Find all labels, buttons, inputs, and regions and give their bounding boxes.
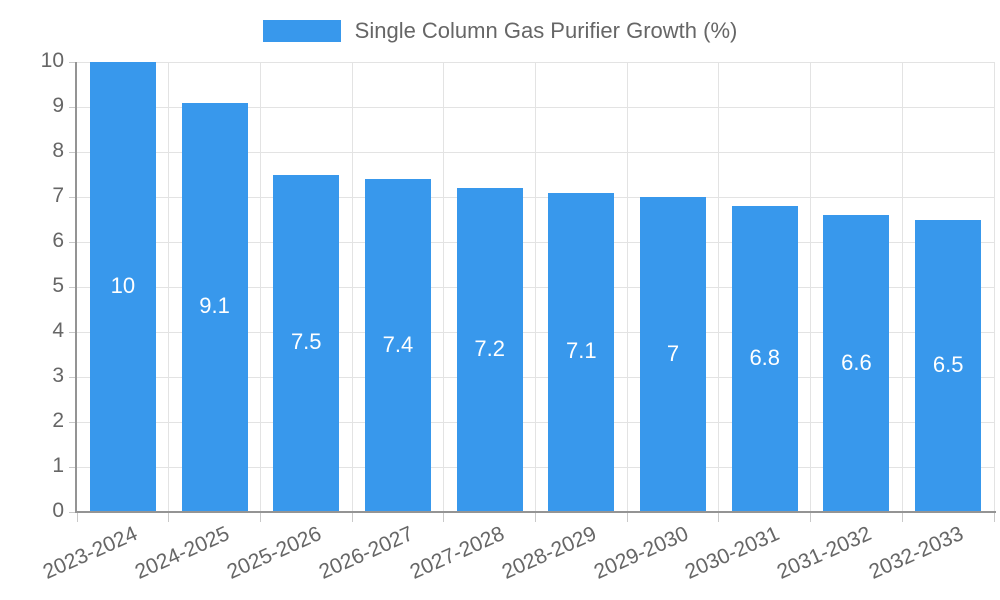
y-axis-tick-label: 8 bbox=[52, 139, 64, 162]
legend-swatch bbox=[262, 20, 341, 42]
gridline-vertical bbox=[810, 62, 812, 512]
gridline-vertical bbox=[443, 62, 445, 512]
bar bbox=[364, 179, 431, 512]
x-axis-tick-label: 2027-2028 bbox=[406, 522, 509, 584]
y-axis-tick-label: 7 bbox=[52, 184, 64, 207]
x-axis-tick bbox=[993, 512, 995, 522]
bar bbox=[456, 188, 523, 512]
y-axis-tick bbox=[69, 511, 77, 513]
y-axis-tick bbox=[69, 151, 77, 153]
x-axis-tick-label: 2026-2027 bbox=[315, 522, 417, 584]
x-axis-tick bbox=[76, 512, 78, 522]
bar bbox=[548, 192, 615, 512]
y-axis-tick-label: 4 bbox=[52, 319, 64, 342]
gridline-vertical bbox=[901, 62, 903, 512]
gridline-vertical bbox=[993, 62, 995, 512]
gridline-vertical bbox=[718, 62, 720, 512]
y-axis-tick bbox=[69, 241, 77, 243]
gridline-vertical bbox=[168, 62, 170, 512]
y-axis-tick bbox=[69, 421, 77, 423]
y-axis-tick bbox=[69, 376, 77, 378]
x-axis-tick-label: 2025-2026 bbox=[223, 522, 325, 584]
x-axis-tick-label: 2031-2032 bbox=[773, 522, 875, 584]
bar bbox=[273, 174, 340, 512]
x-axis-tick-label: 2024-2025 bbox=[131, 522, 233, 584]
y-axis-tick-label: 3 bbox=[52, 364, 64, 387]
bar bbox=[181, 102, 248, 512]
bar bbox=[823, 215, 890, 512]
bar bbox=[640, 197, 707, 512]
y-axis-tick-label: 0 bbox=[52, 499, 64, 522]
legend-label: Single Column Gas Purifier Growth (%) bbox=[354, 18, 738, 43]
y-axis-tick bbox=[69, 196, 77, 198]
y-axis-tick bbox=[69, 61, 77, 63]
y-axis-tick-label: 5 bbox=[52, 274, 64, 297]
y-axis-tick-label: 2 bbox=[52, 409, 64, 432]
x-axis-tick bbox=[901, 512, 903, 522]
y-axis-tick-label: 9 bbox=[52, 94, 64, 117]
y-axis-tick-label: 6 bbox=[52, 229, 64, 252]
legend: Single Column Gas Purifier Growth (%) bbox=[0, 18, 1000, 44]
y-axis-tick-label: 10 bbox=[40, 49, 64, 72]
x-axis-tick-label: 2032-2033 bbox=[865, 522, 967, 584]
x-axis-line bbox=[75, 511, 996, 513]
x-axis-tick bbox=[718, 512, 720, 522]
x-axis-tick-label: 2023-2024 bbox=[40, 522, 142, 584]
y-axis-tick bbox=[69, 286, 77, 288]
x-axis-tick bbox=[168, 512, 170, 522]
x-axis-tick bbox=[443, 512, 445, 522]
x-axis-tick-label: 2029-2030 bbox=[590, 522, 692, 584]
y-axis-tick bbox=[69, 466, 77, 468]
bar bbox=[915, 219, 982, 512]
y-axis-tick bbox=[69, 331, 77, 333]
bar bbox=[89, 62, 156, 512]
x-axis-tick-label: 2030-2031 bbox=[681, 522, 784, 584]
gridline-vertical bbox=[535, 62, 536, 512]
x-axis-tick bbox=[626, 512, 628, 522]
legend-item[interactable]: Single Column Gas Purifier Growth (%) bbox=[262, 18, 738, 44]
x-axis-tick bbox=[351, 512, 353, 522]
y-axis-tick-label: 1 bbox=[52, 454, 64, 477]
gridline-vertical bbox=[626, 62, 628, 512]
y-axis-line bbox=[75, 62, 77, 512]
gridline-vertical bbox=[259, 62, 261, 512]
gridline-vertical bbox=[351, 62, 353, 512]
bar bbox=[731, 206, 798, 512]
x-axis-tick-label: 2028-2029 bbox=[498, 522, 600, 584]
x-axis-tick bbox=[810, 512, 812, 522]
y-axis-tick bbox=[69, 106, 77, 108]
x-axis-tick bbox=[259, 512, 261, 522]
x-axis-tick bbox=[535, 512, 536, 522]
